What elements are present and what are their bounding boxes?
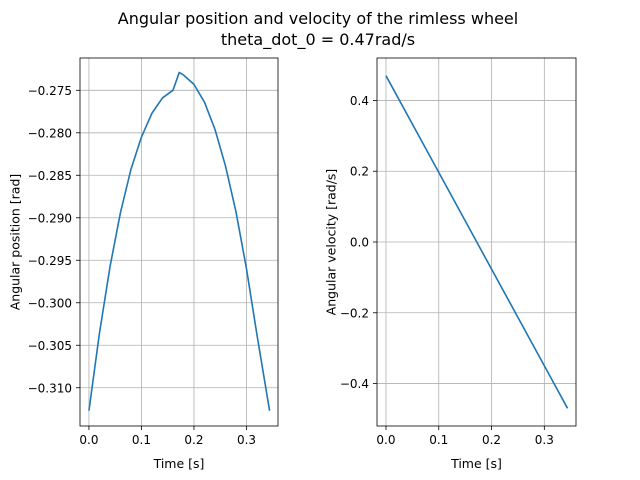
position-chart: 0.0 0.1 0.2 0.3 −0.310 −0.305 −0.300 −0.295 −0.2…: [8, 57, 279, 471]
series-line: [385, 75, 569, 409]
y-tick-label: −0.280: [28, 126, 72, 140]
axes-frame: [79, 57, 279, 427]
figure-title-line1: Angular position and velocity of the rim…: [118, 9, 518, 28]
y-tick-label: 0.0: [350, 236, 369, 250]
y-tick-label: −0.305: [28, 339, 72, 353]
y-axis-label: Angular position [rad]: [8, 174, 23, 311]
x-axis-label: Time [s]: [153, 456, 205, 471]
x-tick-label: 0.1: [429, 433, 448, 447]
series-line: [88, 71, 271, 411]
x-axis-label: Time [s]: [450, 456, 502, 471]
x-tick-label: 0.1: [132, 433, 151, 447]
x-tick-label: 0.3: [237, 433, 256, 447]
velocity-chart: 0.0 0.1 0.2 0.3 −0.4 −0.2 0.0 0.2 0.4 Time [s] Ang…: [324, 57, 577, 471]
figure-title-line2: theta_dot_0 = 0.47rad/s: [221, 30, 415, 50]
y-axis-label: Angular velocity [rad/s]: [324, 169, 339, 316]
y-tick-label: −0.290: [28, 211, 72, 225]
x-tick-label: 0.0: [79, 433, 98, 447]
x-tick-label: 0.3: [535, 433, 554, 447]
y-tick-label: 0.4: [350, 94, 369, 108]
x-tick-label: 0.2: [184, 433, 203, 447]
y-tick-label: −0.2: [340, 306, 369, 320]
y-tick-label: −0.4: [340, 377, 369, 391]
y-tick-label: −0.310: [28, 381, 72, 395]
x-tick-label: 0.0: [376, 433, 395, 447]
y-tick-label: −0.275: [28, 84, 72, 98]
y-tick-label: 0.2: [350, 165, 369, 179]
x-tick-label: 0.2: [482, 433, 501, 447]
y-tick-label: −0.300: [28, 296, 72, 310]
y-tick-label: −0.285: [28, 169, 72, 183]
y-tick-label: −0.295: [28, 254, 72, 268]
